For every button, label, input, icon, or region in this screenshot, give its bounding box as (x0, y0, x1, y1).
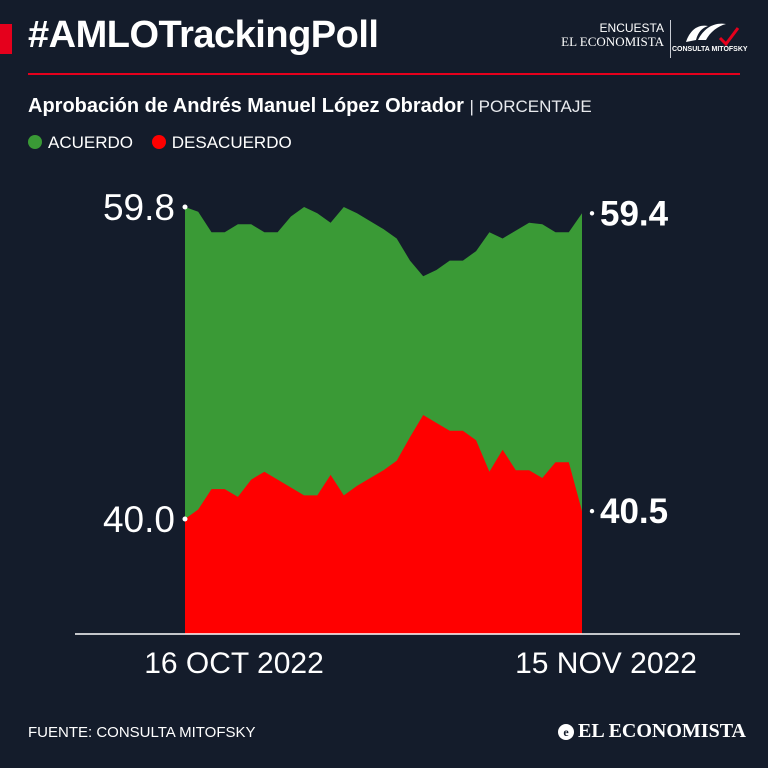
label-first-desacuerdo: 40.0 (103, 499, 175, 540)
label-last-desacuerdo: 40.5 (600, 492, 668, 531)
marker-last-acuerdo (589, 211, 595, 216)
footer-brand-label: EL ECONOMISTA (578, 720, 746, 742)
legend-label-desacuerdo: DESACUERDO (171, 133, 292, 152)
chart-subtitle-unit: | PORCENTAJE (469, 97, 592, 116)
el-economista-logo-icon: e (558, 724, 574, 740)
brand-divider (670, 20, 671, 58)
legend-item-acuerdo: ACUERDO (28, 133, 133, 153)
footer-brand: e EL ECONOMISTA (558, 720, 746, 743)
x-tick-label-end: 15 NOV 2022 (515, 647, 697, 680)
label-first-acuerdo: 59.8 (103, 187, 175, 228)
series-desacuerdo-area (185, 415, 582, 634)
brand-encuesta-label: ENCUESTA (599, 21, 664, 35)
brand-encuesta-el-economista: ENCUESTA EL ECONOMISTA (548, 22, 664, 48)
legend-item-desacuerdo: DESACUERDO (151, 133, 292, 153)
chart-legend: ACUERDO DESACUERDO (28, 133, 306, 153)
source-note: FUENTE: CONSULTA MITOFSKY (28, 724, 256, 741)
brand-mitofsky-label: CONSULTA MITOFSKY (672, 46, 748, 53)
label-last-acuerdo: 59.4 (600, 194, 669, 233)
legend-swatch-acuerdo (28, 135, 42, 149)
marker-first-acuerdo (182, 204, 188, 210)
marker-last-desacuerdo (589, 508, 595, 514)
chart-subtitle-main: Aprobación de Andrés Manuel López Obrado… (28, 95, 464, 117)
marker-first-desacuerdo (182, 516, 188, 522)
brand-economista-label: EL ECONOMISTA (561, 33, 664, 49)
chart-subtitle: Aprobación de Andrés Manuel López Obrado… (28, 95, 592, 118)
legend-label-acuerdo: ACUERDO (48, 133, 134, 152)
header-divider (28, 73, 740, 75)
legend-swatch-desacuerdo (151, 135, 166, 149)
mitofsky-logo-icon (686, 23, 740, 47)
page-title: #AMLOTrackingPoll (28, 14, 379, 56)
accent-bar (0, 24, 12, 54)
x-tick-label-start: 16 OCT 2022 (144, 647, 324, 680)
